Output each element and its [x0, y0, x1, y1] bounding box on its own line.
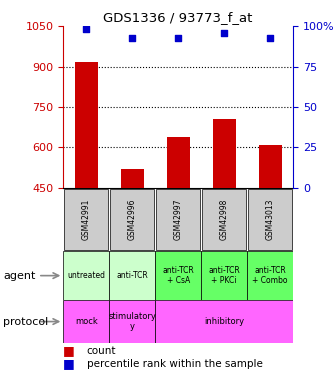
Point — [84, 27, 89, 33]
Bar — [212, 119, 236, 188]
Text: count: count — [87, 346, 116, 355]
Bar — [156, 189, 200, 250]
Bar — [75, 62, 98, 188]
Bar — [202, 189, 246, 250]
Text: percentile rank within the sample: percentile rank within the sample — [87, 359, 262, 369]
Text: GSM42997: GSM42997 — [173, 199, 183, 240]
Text: protocol: protocol — [3, 316, 49, 327]
Text: untreated: untreated — [67, 271, 105, 280]
Text: stimulatory
y: stimulatory y — [108, 312, 156, 331]
Bar — [155, 251, 201, 300]
Text: ■: ■ — [63, 357, 75, 370]
Text: GSM42998: GSM42998 — [219, 199, 229, 240]
Text: anti-TCR
+ PKCi: anti-TCR + PKCi — [208, 266, 240, 285]
Bar — [166, 137, 190, 188]
Text: anti-TCR
+ CsA: anti-TCR + CsA — [162, 266, 194, 285]
Text: GSM42996: GSM42996 — [128, 199, 137, 240]
Bar — [63, 300, 109, 343]
Bar — [248, 189, 292, 250]
Bar — [201, 251, 247, 300]
Bar — [64, 189, 108, 250]
Text: mock: mock — [75, 317, 98, 326]
Point — [221, 30, 227, 36]
Point — [267, 34, 273, 40]
Bar — [63, 251, 109, 300]
Bar — [258, 145, 281, 188]
Bar — [121, 169, 144, 188]
Text: inhibitory: inhibitory — [204, 317, 244, 326]
Text: anti-TCR: anti-TCR — [116, 271, 148, 280]
Bar — [109, 300, 155, 343]
Text: GSM43013: GSM43013 — [265, 199, 275, 240]
Title: GDS1336 / 93773_f_at: GDS1336 / 93773_f_at — [104, 11, 253, 24]
Bar — [110, 189, 154, 250]
Bar — [109, 251, 155, 300]
Text: agent: agent — [3, 271, 36, 280]
Bar — [155, 300, 293, 343]
Point — [175, 34, 181, 40]
Text: anti-TCR
+ Combo: anti-TCR + Combo — [252, 266, 288, 285]
Text: ■: ■ — [63, 344, 75, 357]
Bar — [247, 251, 293, 300]
Text: GSM42991: GSM42991 — [82, 199, 91, 240]
Point — [130, 34, 135, 40]
